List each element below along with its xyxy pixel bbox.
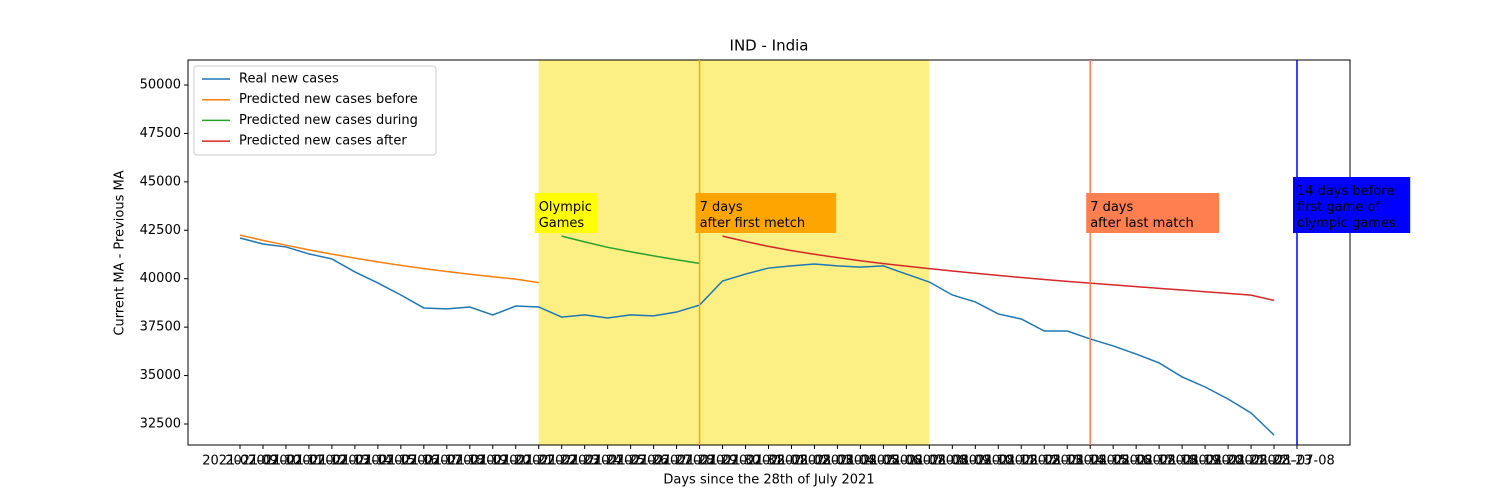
x-tick-label: 2021-07-09 (202, 454, 278, 469)
annotation-line: first game of (1297, 200, 1381, 215)
x-tick-label: 2021-08-12 (983, 454, 1059, 469)
x-tick-label: 2021-08-04 (800, 454, 876, 469)
x-tick-label: 2021-08-14 (1029, 454, 1105, 469)
x-tick-label: 2021-08-06 (846, 454, 922, 469)
x-tick-label: 2021-07-25 (570, 454, 646, 469)
series-line (239, 234, 539, 284)
y-tick-label: 42500 (140, 223, 181, 238)
x-tick-label: 2021-07-19 (432, 454, 508, 469)
x-tick-label: 2021-08-10 (938, 454, 1014, 469)
x-tick-label: 2021-07-18 (409, 454, 485, 469)
legend-label: Predicted new cases after (239, 134, 407, 149)
series-line (561, 235, 700, 265)
y-tick-label: 32500 (140, 417, 181, 432)
x-tick-label: 2021-08-15 (1052, 454, 1128, 469)
legend-label: Real new cases (239, 72, 339, 87)
y-tick-label: 47500 (140, 126, 181, 141)
x-tick-label: 2021-08-19 (1144, 454, 1220, 469)
x-tick-label: 2021-07-15 (340, 454, 416, 469)
annotation-text: 7 days after first metch (700, 200, 806, 231)
x-tick-label: 2021-07-23 (524, 454, 600, 469)
legend-label: Predicted new cases during (239, 113, 418, 128)
olympic-region (538, 60, 930, 445)
annotation-text: 7 days after last match (1090, 200, 1194, 231)
x-tick-label: 2021-08-16 (1075, 454, 1151, 469)
y-tick-label: 35000 (140, 368, 181, 383)
x-tick-label: 2021-08-08 (892, 454, 968, 469)
annotation-text: Olympic Games (539, 200, 592, 231)
annotation: Olympic Games (534, 193, 598, 233)
annotation-line: after first metch (700, 216, 806, 231)
annotation: 7 days after first metch (695, 193, 837, 233)
x-tick-label: 2021-07-28 (639, 454, 715, 469)
x-tick-label: 2021-07-08 (1259, 454, 1335, 469)
x-tick-label: 2021-07-17 (386, 454, 462, 469)
x-tick-label: 2021-08-17 (1098, 454, 1174, 469)
x-tick-label: 2021-08-21 (1190, 454, 1266, 469)
x-tick-label: 2021-08-13 (1006, 454, 1082, 469)
x-tick-label: 2021-07-27 (616, 454, 692, 469)
x-tick-label: 2021-07-22 (501, 454, 577, 469)
annotation-box (534, 193, 598, 233)
annotation-line: 14 days before (1297, 184, 1394, 199)
x-tick-label: 2021-08-02 (754, 454, 830, 469)
x-tick-label: 2021-08-20 (1167, 454, 1243, 469)
annotation-line: 7 days (1090, 200, 1133, 215)
annotation-line: after last match (1090, 216, 1194, 231)
annotation-text: 14 days before first game of olympic games (1297, 184, 1396, 231)
x-tick-label: 2021-07-20 (455, 454, 531, 469)
legend-box (193, 65, 437, 156)
x-tick-label: 2021-07-31 (708, 454, 784, 469)
annotation-line: 7 days (700, 200, 743, 215)
x-tick-label: 2021-07-13 (294, 454, 370, 469)
annotation-line: Olympic (539, 200, 592, 215)
x-tick-label: 2021-08-11 (961, 454, 1037, 469)
x-tick-label: 2021-08-09 (915, 454, 991, 469)
y-tick-label: 37500 (140, 320, 181, 335)
legend-label: Predicted new cases before (239, 92, 418, 107)
y-tick-label: 45000 (140, 174, 181, 189)
x-tick-label: 2021-08-23 (1236, 454, 1312, 469)
x-tick-label: 2021-08-18 (1121, 454, 1197, 469)
x-tick-label: 2021-07-11 (248, 454, 324, 469)
chart-title: IND - India (730, 37, 809, 55)
x-tick-label: 2021-07-16 (363, 454, 439, 469)
annotation: 14 days before first game of olympic games (1293, 177, 1411, 233)
x-tick-label: 2021-07-26 (593, 454, 669, 469)
x-tick-label: 2021-07-21 (478, 454, 554, 469)
annotation-box (695, 193, 837, 233)
series-line (239, 237, 1275, 436)
annotation-line: Games (539, 216, 585, 231)
annotation-line: olympic games (1297, 216, 1396, 231)
annotation-box (1293, 177, 1411, 233)
series-line (722, 235, 1275, 302)
x-tick-label: 2021-07-10 (225, 454, 301, 469)
x-tick-label: 2021-07-12 (271, 454, 347, 469)
x-tick-label: 2021-08-07 (869, 454, 945, 469)
x-tick-label: 2021-08-05 (823, 454, 899, 469)
x-tick-label: 2021-07-29 (662, 454, 738, 469)
y-tick-label: 40000 (140, 271, 181, 286)
x-tick-label: 2021-08-03 (777, 454, 853, 469)
x-tick-label: 2021-07-30 (685, 454, 761, 469)
y-axis-label: Current MA - Previous MA (113, 170, 128, 335)
x-axis-label: Days since the 28th of July 2021 (663, 473, 874, 488)
x-tick-label: 2021-08-01 (731, 454, 807, 469)
y-tick-label: 50000 (140, 77, 181, 92)
x-tick-label: 2021-08-22 (1213, 454, 1289, 469)
x-tick-label: 2021-07-14 (317, 454, 393, 469)
x-tick-label: 2021-07-24 (547, 454, 623, 469)
annotation-box (1086, 193, 1219, 233)
annotation: 7 days after last match (1086, 193, 1219, 233)
